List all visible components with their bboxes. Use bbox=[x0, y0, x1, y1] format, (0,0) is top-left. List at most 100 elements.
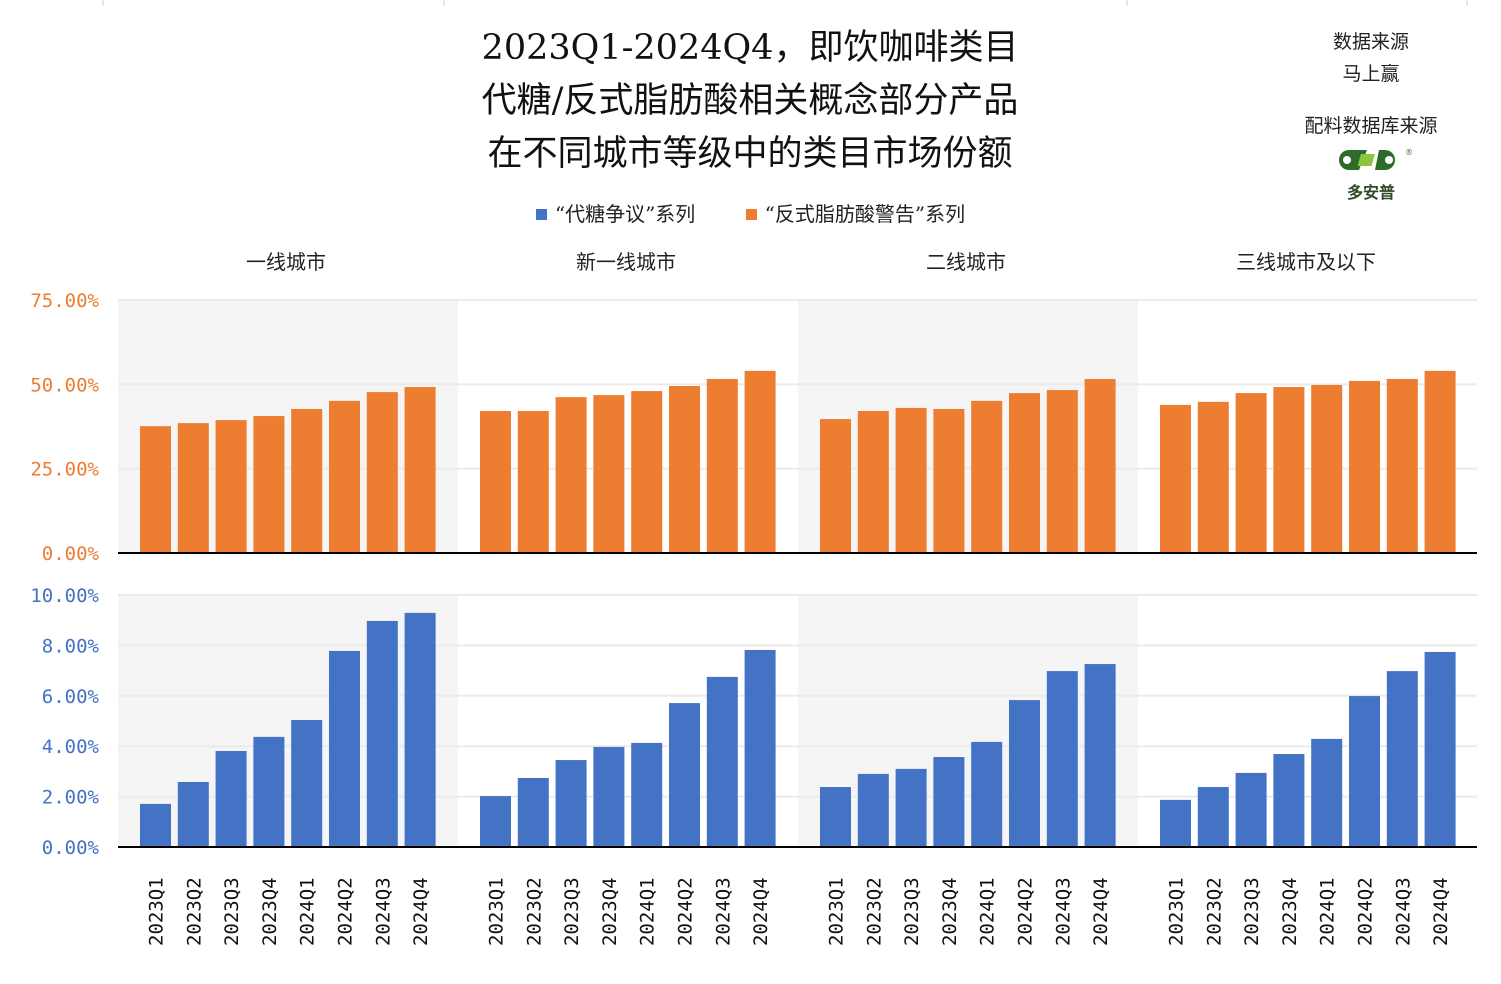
x-tick-label: 2024Q2 bbox=[1355, 877, 1377, 946]
x-tick-label: 2023Q4 bbox=[939, 877, 961, 946]
legend-item-transfat: “反式脂肪酸警告”系列 bbox=[745, 198, 966, 227]
bar-top-一线城市-2024Q1 bbox=[291, 408, 323, 553]
bar-bottom-一线城市-2023Q3 bbox=[215, 750, 247, 847]
duoanpu-logo: ® 多安普 bbox=[1271, 146, 1471, 202]
bar-bottom-三线城市及以下-2024Q2 bbox=[1349, 696, 1380, 847]
x-tick-label: 2024Q2 bbox=[675, 877, 697, 946]
bar-top-二线城市-2024Q3 bbox=[1046, 390, 1078, 553]
panel-background bbox=[118, 595, 458, 847]
bar-top-二线城市-2024Q4 bbox=[1084, 378, 1116, 553]
bar-top-一线城市-2023Q2 bbox=[177, 423, 209, 553]
x-tick-label: 2024Q4 bbox=[410, 877, 432, 946]
bar-bottom-三线城市及以下-2023Q2 bbox=[1197, 787, 1229, 847]
legend-swatch-blue bbox=[535, 209, 547, 220]
bar-top-二线城市-2023Q2 bbox=[857, 410, 889, 553]
panel-background bbox=[798, 300, 1138, 553]
x-tick-label: 2023Q4 bbox=[599, 877, 621, 946]
bar-bottom-一线城市-2024Q4 bbox=[404, 612, 436, 847]
x-tick-label: 2023Q1 bbox=[146, 877, 168, 946]
bar-bottom-新一线城市-2023Q2 bbox=[517, 777, 549, 847]
panel-title: 三线城市及以下 bbox=[1236, 250, 1376, 274]
bar-top-二线城市-2024Q1 bbox=[971, 400, 1003, 553]
x-tick-label: 2023Q1 bbox=[486, 877, 508, 946]
logo-mark-icon: ® bbox=[1339, 148, 1413, 170]
x-tick-label: 2023Q2 bbox=[1203, 877, 1225, 946]
x-tick-label: 2023Q4 bbox=[1279, 877, 1301, 946]
bar-top-新一线城市-2024Q2 bbox=[669, 386, 700, 553]
x-tick-label: 2024Q4 bbox=[1090, 877, 1112, 946]
bar-top-三线城市及以下-2024Q3 bbox=[1386, 378, 1418, 553]
y-tick-label: 50.00% bbox=[30, 374, 99, 396]
bar-bottom-新一线城市-2023Q3 bbox=[555, 760, 587, 847]
panel-title: 一线城市 bbox=[246, 250, 326, 274]
bar-top-新一线城市-2023Q2 bbox=[517, 410, 549, 553]
bar-top-一线城市-2024Q2 bbox=[329, 400, 360, 553]
bar-top-新一线城市-2023Q1 bbox=[480, 410, 511, 553]
legend-label: “代糖争议”系列 bbox=[554, 202, 696, 226]
x-tick-label: 2023Q3 bbox=[221, 877, 243, 946]
title-line-3: 在不同城市等级中的类目市场份额 bbox=[487, 134, 1013, 174]
y-tick-label: 6.00% bbox=[42, 686, 100, 708]
bar-top-三线城市及以下-2023Q1 bbox=[1160, 404, 1191, 553]
x-tick-label: 2024Q3 bbox=[712, 877, 734, 946]
x-tick-label: 2023Q3 bbox=[1241, 877, 1263, 946]
source-block: 数据来源 马上赢 配料数据库来源 ® 多安普 bbox=[1271, 26, 1471, 202]
source-label: 数据来源 bbox=[1332, 31, 1409, 53]
bar-bottom-新一线城市-2023Q1 bbox=[480, 796, 511, 847]
bar-bottom-一线城市-2024Q2 bbox=[329, 650, 360, 847]
bar-top-新一线城市-2024Q3 bbox=[706, 378, 738, 553]
x-tick-label: 2024Q1 bbox=[1317, 877, 1339, 946]
bar-top-二线城市-2023Q3 bbox=[895, 407, 927, 553]
legend-label: “反式脂肪酸警告”系列 bbox=[764, 202, 966, 226]
bar-bottom-新一线城市-2024Q4 bbox=[744, 649, 776, 847]
title-line-1: 2023Q1-2024Q4，即饮咖啡类目 bbox=[481, 28, 1019, 68]
bar-bottom-二线城市-2023Q2 bbox=[857, 773, 889, 847]
bar-bottom-新一线城市-2023Q4 bbox=[593, 746, 625, 847]
y-tick-label: 0.00% bbox=[42, 837, 100, 859]
bar-bottom-一线城市-2023Q2 bbox=[177, 781, 209, 847]
y-tick-label: 75.00% bbox=[30, 290, 99, 312]
bar-top-新一线城市-2023Q4 bbox=[593, 395, 625, 553]
bar-top-新一线城市-2024Q4 bbox=[744, 370, 776, 553]
bar-bottom-三线城市及以下-2023Q3 bbox=[1235, 772, 1267, 847]
bar-bottom-三线城市及以下-2024Q4 bbox=[1424, 651, 1456, 847]
bar-bottom-二线城市-2024Q1 bbox=[971, 741, 1003, 847]
y-tick-label: 8.00% bbox=[42, 635, 100, 657]
x-tick-label: 2023Q2 bbox=[863, 877, 885, 946]
bar-bottom-三线城市及以下-2024Q1 bbox=[1311, 738, 1343, 847]
legend-swatch-orange bbox=[745, 209, 757, 220]
legend: “代糖争议”系列 “反式脂肪酸警告”系列 bbox=[0, 198, 1501, 227]
x-tick-label: 2024Q4 bbox=[1430, 877, 1452, 946]
bar-bottom-二线城市-2023Q3 bbox=[895, 768, 927, 847]
panel-background bbox=[118, 300, 458, 553]
bar-bottom-三线城市及以下-2023Q4 bbox=[1273, 754, 1305, 847]
bar-top-二线城市-2023Q1 bbox=[820, 419, 851, 553]
bar-top-一线城市-2024Q3 bbox=[366, 392, 398, 553]
bar-bottom-一线城市-2023Q1 bbox=[140, 803, 171, 847]
source-name: 马上赢 bbox=[1342, 63, 1400, 85]
bar-bottom-新一线城市-2024Q1 bbox=[631, 742, 663, 847]
bar-bottom-三线城市及以下-2024Q3 bbox=[1386, 671, 1418, 847]
bar-bottom-二线城市-2024Q4 bbox=[1084, 664, 1116, 847]
x-tick-label: 2024Q1 bbox=[297, 877, 319, 946]
bar-bottom-二线城市-2024Q3 bbox=[1046, 671, 1078, 847]
x-tick-label: 2024Q3 bbox=[372, 877, 394, 946]
x-tick-label: 2023Q3 bbox=[561, 877, 583, 946]
bar-top-新一线城市-2024Q1 bbox=[631, 391, 663, 553]
bar-top-新一线城市-2023Q3 bbox=[555, 397, 587, 553]
bar-top-三线城市及以下-2023Q4 bbox=[1273, 387, 1305, 553]
bar-bottom-一线城市-2023Q4 bbox=[253, 736, 285, 847]
x-tick-label: 2023Q4 bbox=[259, 877, 281, 946]
x-tick-label: 2024Q3 bbox=[1392, 877, 1414, 946]
bar-top-三线城市及以下-2023Q3 bbox=[1235, 393, 1267, 553]
x-tick-label: 2023Q1 bbox=[1166, 877, 1188, 946]
svg-text:®: ® bbox=[1405, 148, 1413, 157]
bar-top-一线城市-2023Q3 bbox=[215, 420, 247, 553]
y-tick-label: 2.00% bbox=[42, 787, 100, 809]
bar-bottom-三线城市及以下-2023Q1 bbox=[1160, 799, 1191, 847]
x-tick-label: 2024Q2 bbox=[1015, 877, 1037, 946]
bar-top-一线城市-2023Q4 bbox=[253, 416, 285, 553]
bar-bottom-一线城市-2024Q1 bbox=[291, 719, 323, 847]
logo-text: 多安普 bbox=[1346, 183, 1395, 202]
